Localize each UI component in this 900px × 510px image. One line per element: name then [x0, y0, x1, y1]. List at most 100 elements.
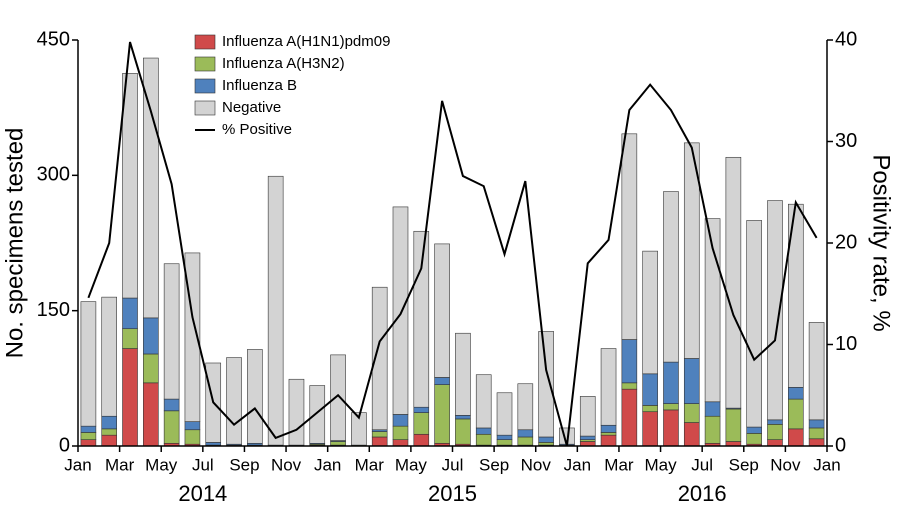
bar-segment [434, 384, 450, 444]
bar-segment [122, 348, 138, 447]
bar-segment [205, 442, 222, 446]
legend-swatch [194, 56, 216, 72]
bar-segment [475, 427, 492, 435]
legend-label: Influenza B [222, 77, 297, 94]
bar-segment [475, 433, 492, 446]
bar-segment [621, 382, 638, 390]
bar-segment [538, 331, 554, 438]
x-tick-label: Jul [192, 455, 214, 474]
bar-segment [642, 373, 658, 406]
legend-swatch [194, 34, 216, 50]
bar-segment [808, 438, 825, 447]
bar-segment [392, 439, 409, 447]
bar-segment [496, 439, 513, 446]
bar-segment [80, 301, 97, 427]
bar-segment [496, 392, 513, 436]
year-label: 2016 [678, 481, 727, 506]
bar-segment [767, 439, 783, 447]
x-tick-label: Sep [729, 455, 759, 474]
year-label: 2015 [428, 481, 477, 506]
legend-label: Negative [222, 99, 281, 116]
bar-segment [767, 424, 783, 440]
bar-segment [808, 322, 825, 421]
bar-segment [413, 406, 430, 413]
line-series [87, 41, 818, 447]
bar-segment [808, 419, 825, 429]
bar-segment [621, 339, 638, 384]
x-tick-label: Jan [813, 455, 840, 474]
bar-segment [163, 410, 180, 444]
bar-segment [330, 354, 346, 441]
bar-segment [309, 385, 326, 444]
bar-segment [788, 428, 804, 447]
bar-segment [517, 436, 534, 446]
bar-segment [101, 428, 117, 436]
x-tick-label: Sep [479, 455, 509, 474]
bar-segment [538, 436, 554, 443]
bar-segment [101, 296, 117, 417]
x-tick-label: May [395, 455, 428, 474]
bar-segment [683, 422, 700, 447]
x-tick-label: Nov [521, 455, 552, 474]
y-tick-label: 150 [37, 299, 70, 321]
bar-segment [122, 73, 138, 299]
bar-segment [184, 429, 201, 445]
bar-segment [683, 142, 700, 359]
bar-segment [725, 156, 742, 409]
bar-segment [392, 425, 409, 440]
x-tick-label: Mar [105, 455, 135, 474]
bar-segment [746, 220, 762, 428]
bar-segment [247, 349, 263, 444]
legend-swatch [194, 78, 216, 94]
bar-segment [413, 412, 430, 435]
bar-segment [330, 441, 346, 446]
bar-segment [434, 377, 450, 385]
bar-segment [538, 442, 554, 446]
bar-segment [392, 414, 409, 427]
y2-tick-label: 30 [835, 130, 857, 152]
bar-segment [101, 415, 117, 430]
bar-segment [663, 409, 679, 447]
bar-segment [122, 328, 138, 349]
bar-segment [579, 396, 596, 437]
x-tick-label: Nov [770, 455, 801, 474]
bar-segment [455, 332, 471, 416]
bar-segment [663, 403, 679, 411]
x-tick-label: Jan [314, 455, 341, 474]
bar-segment [642, 405, 658, 413]
bar-segment [392, 206, 409, 415]
bar-segment [683, 358, 700, 404]
x-tick-label: Sep [229, 455, 259, 474]
y-tick-label: 0 [59, 434, 70, 456]
bar-segment [371, 436, 388, 447]
bar-segment [184, 421, 201, 431]
bar-segment [434, 243, 450, 378]
bar-segment [122, 297, 138, 330]
bar-segment [80, 439, 97, 447]
bar-segment [642, 250, 658, 375]
bar-segment [725, 408, 742, 442]
y2-axis-title: Positivity rate, % [868, 154, 895, 331]
x-tick-label: Jul [442, 455, 464, 474]
bar-segment [80, 432, 97, 440]
y2-tick-label: 0 [835, 434, 846, 456]
bar-segment [143, 317, 159, 355]
bar-segment [80, 425, 97, 433]
bar-segment [704, 401, 721, 417]
bar-segment [808, 427, 825, 440]
y2-tick-label: 10 [835, 333, 857, 355]
bar-segment [475, 374, 492, 429]
bar-segment [579, 435, 596, 440]
bar-segment [413, 230, 430, 408]
x-tick-label: Mar [604, 455, 634, 474]
legend-label: Influenza A(H1N1)pdm09 [222, 33, 390, 50]
bar-segment [143, 353, 159, 384]
x-tick-label: Mar [355, 455, 385, 474]
bar-segment [413, 433, 430, 447]
legend-swatch [194, 100, 216, 116]
legend-label: Influenza A(H3N2) [222, 55, 345, 72]
bar-segment [496, 434, 513, 440]
bar-segment [621, 133, 638, 340]
bar-segment [143, 382, 159, 447]
